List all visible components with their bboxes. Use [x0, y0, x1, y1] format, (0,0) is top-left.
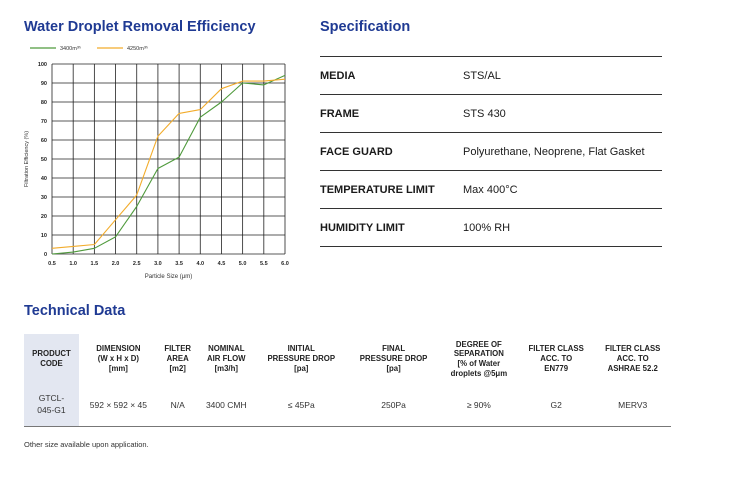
- x-tick-label: 1.5: [91, 261, 99, 267]
- spec-value: 100% RH: [463, 208, 662, 247]
- spec-value: Polyurethane, Neoprene, Flat Gasket: [463, 132, 662, 171]
- tech-header-cell: FILTER CLASS ACC. TO ASHRAE 52.2: [605, 344, 661, 373]
- tech-header-cell: DEGREE OF SEPARATION [% of Water droplet…: [450, 339, 508, 378]
- x-tick-label: 0.5: [48, 261, 56, 267]
- spec-key: TEMPERATURE LIMIT: [320, 170, 463, 209]
- tech-header-cell: INITIAL PRESSURE DROP [pa]: [267, 344, 336, 373]
- x-tick-label: 1.0: [69, 261, 77, 267]
- tech-cell: 592 × 592 × 45: [78, 384, 158, 427]
- y-tick-label: 100: [38, 62, 47, 68]
- spec-value: Max 400°C: [463, 170, 662, 209]
- spec-row: FRAME STS 430: [320, 94, 662, 133]
- tech-header-cell: FINAL PRESSURE DROP [pa]: [359, 344, 428, 373]
- chart-heading: Water Droplet Removal Efficiency: [24, 19, 256, 35]
- x-tick-label: 5.0: [239, 261, 247, 267]
- x-axis-label: Particle Size (μm): [145, 274, 192, 280]
- series-line: [51, 78, 286, 249]
- specification-table: MEDIA STS/AL FRAME STS 430 FACE GUARD Polyure…: [320, 56, 662, 247]
- tech-cell: N/A: [157, 384, 198, 427]
- spec-row: FACE GUARD Polyurethane, Neoprene, Flat G…: [320, 132, 662, 171]
- y-tick-label: 40: [41, 176, 47, 182]
- x-tick-label: 6.0: [281, 261, 289, 267]
- tech-cell: MERV3: [594, 384, 671, 427]
- technical-data-heading: Technical Data: [24, 303, 126, 319]
- tech-header-cell: DIMENSION (W x H x D) [mm]: [96, 344, 141, 373]
- spec-row: MEDIA STS/AL: [320, 56, 662, 95]
- tech-cell: 3400 CMH: [197, 384, 256, 427]
- spec-row: TEMPERATURE LIMIT Max 400°C: [320, 170, 662, 209]
- x-tick-label: 4.0: [196, 261, 204, 267]
- y-tick-label: 50: [41, 157, 47, 163]
- y-axis-label: Filtration Efficiency (%): [24, 131, 30, 187]
- y-tick-label: 80: [41, 100, 47, 106]
- x-tick-label: 2.5: [133, 261, 141, 267]
- tech-cell: GTCL- 045-G1: [24, 384, 79, 427]
- spec-key: HUMIDITY LIMIT: [320, 208, 463, 247]
- spec-key: FACE GUARD: [320, 132, 463, 171]
- y-tick-label: 30: [41, 195, 47, 201]
- table-row: GTCL- 045-G1 592 × 592 × 45 N/A 3400 CMH ≤ 4…: [24, 384, 671, 427]
- x-tick-label: 2.0: [112, 261, 120, 267]
- technical-data-table: PRODUCT CODE DIMENSION (W x H x D) [mm] FI…: [24, 334, 671, 427]
- series-line: [51, 74, 286, 255]
- tech-header-cell: FILTER CLASS ACC. TO EN779: [528, 344, 584, 373]
- tech-cell: ≤ 45Pa: [255, 384, 348, 427]
- specification-heading: Specification: [320, 19, 411, 35]
- spec-value: STS 430: [463, 94, 662, 133]
- tech-header-cell: PRODUCT CODE: [24, 334, 79, 384]
- y-tick-label: 60: [41, 138, 47, 144]
- y-tick-label: 90: [41, 81, 47, 87]
- spec-key: MEDIA: [320, 56, 463, 95]
- spec-value: STS/AL: [463, 56, 662, 95]
- y-tick-label: 10: [41, 233, 47, 239]
- tech-cell: 250Pa: [347, 384, 440, 427]
- tech-cell: G2: [517, 384, 595, 427]
- y-tick-label: 20: [41, 214, 47, 220]
- y-tick-label: 0: [44, 252, 47, 258]
- footnote: Other size available upon application.: [24, 440, 149, 449]
- tech-header-cell: NOMINAL AIR FLOW [m3/h]: [207, 344, 246, 373]
- y-tick-label: 70: [41, 119, 47, 125]
- spec-row: HUMIDITY LIMIT 100% RH: [320, 208, 662, 247]
- x-tick-label: 5.5: [260, 261, 268, 267]
- legend-label: 4250m³ʰ: [127, 45, 148, 52]
- legend-label: 3400m³ʰ: [60, 45, 81, 52]
- tech-cell: ≥ 90%: [439, 384, 518, 427]
- x-tick-label: 3.5: [175, 261, 183, 267]
- tech-header-cell: FILTER AREA [m2]: [164, 344, 192, 373]
- x-tick-label: 3.0: [154, 261, 162, 267]
- x-tick-label: 4.5: [218, 261, 226, 267]
- efficiency-chart: 0.5 1.0 1.5 2.0 2.5 3.0 3.5 4.0 4.5 5.0 5.5 6.0 0 10 2…: [24, 45, 289, 280]
- spec-key: FRAME: [320, 94, 463, 133]
